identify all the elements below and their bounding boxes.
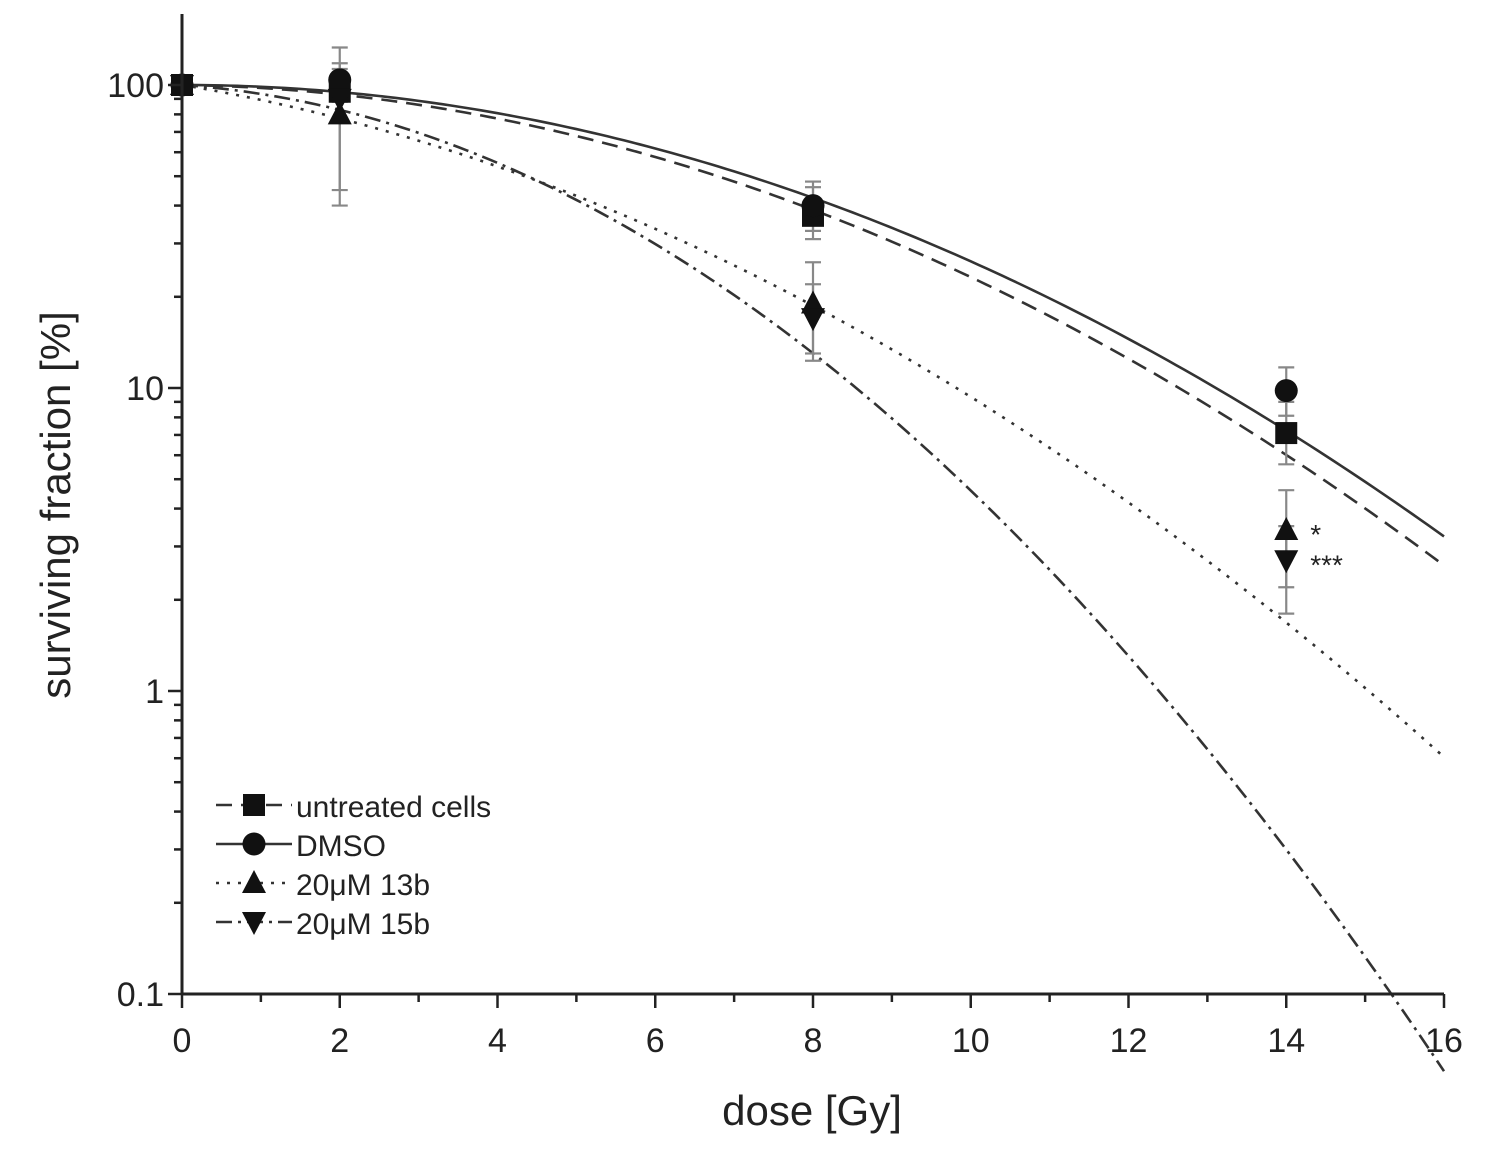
- data-point: [327, 101, 352, 125]
- data-point: [801, 290, 825, 314]
- plot-area: * ***: [170, 46, 1446, 1072]
- y-tick-label: 10: [126, 370, 164, 408]
- legend-label: 20μM 13b: [296, 869, 430, 902]
- legend: untreated cells DMSO 20μM 13b 20μM 15b: [216, 791, 491, 941]
- legend-marker: [242, 832, 266, 856]
- y-axis-ticks: [168, 83, 182, 996]
- x-tick-label: 2: [330, 1022, 349, 1060]
- data-point: [801, 194, 825, 218]
- y-tick-label: 1: [145, 673, 164, 711]
- legend-marker: [242, 870, 266, 893]
- legend-marker: [242, 912, 266, 935]
- x-tick-label: 14: [1267, 1022, 1305, 1060]
- y-tick-label: 100: [107, 67, 164, 105]
- data-point: [328, 68, 352, 92]
- data-point: [327, 88, 352, 112]
- data-point: [1275, 422, 1298, 445]
- legend-label: untreated cells: [296, 791, 491, 824]
- fit-curve-0: [181, 83, 1445, 567]
- y-axis-title: surviving fraction [%]: [32, 311, 79, 698]
- x-tick-label: 6: [646, 1022, 665, 1060]
- x-tick-label: 0: [173, 1022, 192, 1060]
- significance-label: ***: [1310, 549, 1343, 580]
- x-axis-title: dose [Gy]: [722, 1087, 902, 1134]
- x-axis-ticks: [180, 994, 1446, 1008]
- x-tick-label: 4: [488, 1022, 507, 1060]
- legend-label: DMSO: [296, 830, 386, 863]
- y-tick-label: 0.1: [117, 976, 164, 1014]
- significance-annotations: * ***: [1310, 519, 1343, 580]
- data-point: [1274, 516, 1299, 540]
- x-tick-label: 8: [804, 1022, 823, 1060]
- y-tick-labels: 0.1 1 10 100: [107, 67, 164, 1014]
- data-point: [1274, 379, 1298, 403]
- x-tick-labels: 0 2 4 6 8 10 12 14 16: [173, 1022, 1463, 1060]
- data-point: [1274, 550, 1299, 574]
- data-point: [801, 308, 825, 332]
- x-tick-label: 10: [952, 1022, 990, 1060]
- significance-label: *: [1310, 519, 1321, 550]
- x-tick-label: 12: [1110, 1022, 1148, 1060]
- legend-marker: [243, 794, 265, 816]
- x-tick-label: 16: [1425, 1022, 1463, 1060]
- axes: 0 2 4 6 8 10 12 14 16 0.1 1 10 100 dose …: [32, 14, 1463, 1134]
- legend-label: 20μM 15b: [296, 908, 430, 941]
